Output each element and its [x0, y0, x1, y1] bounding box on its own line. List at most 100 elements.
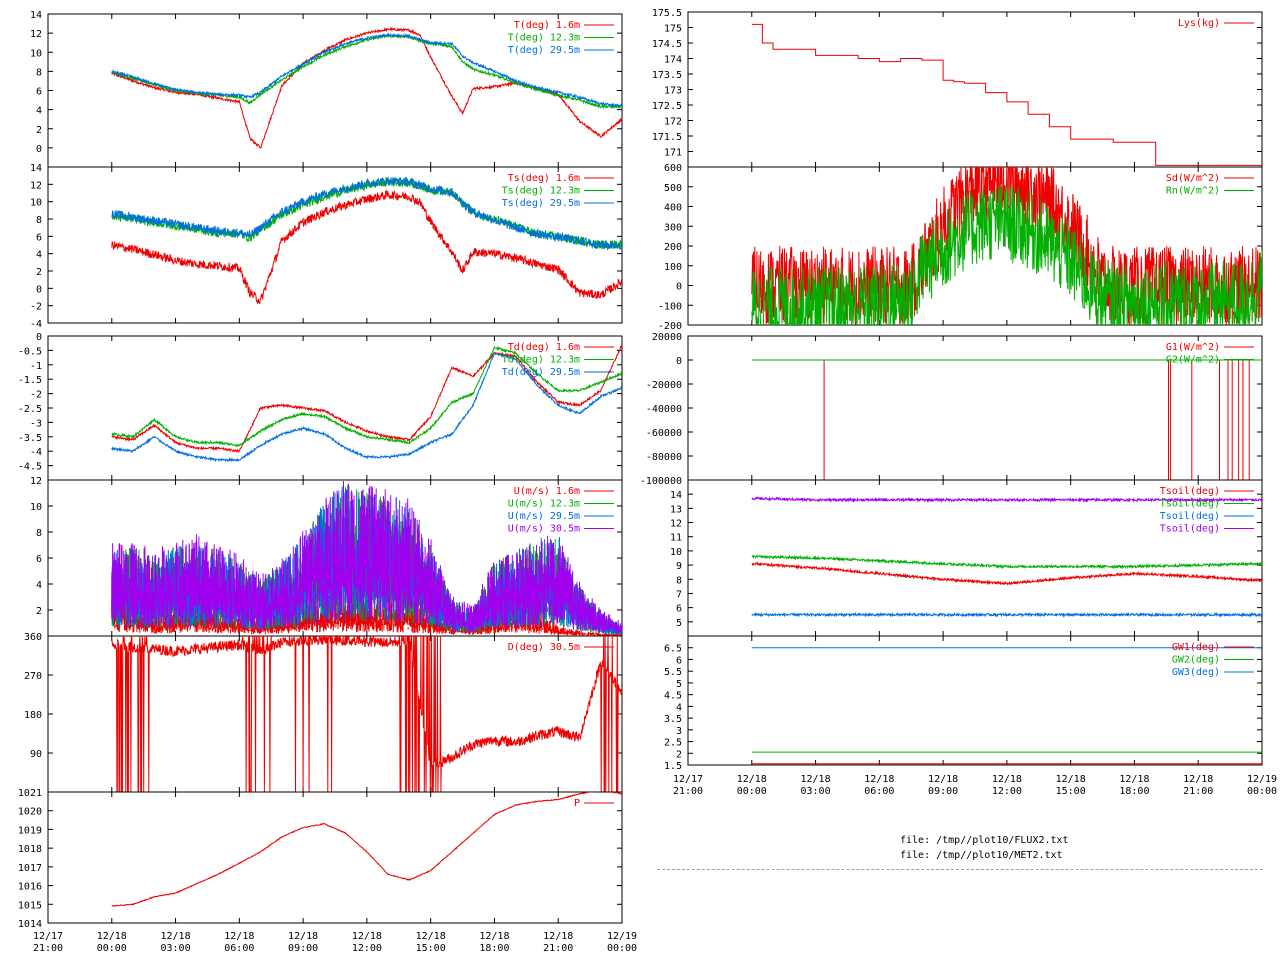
y-tick-label: -4 — [30, 447, 42, 458]
y-tick-label: 171 — [664, 148, 682, 159]
y-tick-label: 3.5 — [664, 714, 682, 725]
x-tick-label-time: 15:00 — [416, 943, 446, 954]
y-tick-label: 12 — [30, 180, 42, 191]
y-tick-label: 10 — [30, 502, 42, 513]
y-tick-label: 6 — [36, 87, 42, 98]
y-tick-label: 180 — [24, 710, 42, 721]
plot-area — [751, 23, 1262, 166]
x-tick-label-time: 15:00 — [1056, 786, 1086, 797]
plot-frame — [47, 791, 623, 924]
y-tick-label: 1021 — [18, 788, 42, 799]
y-tick-label: 400 — [664, 203, 682, 214]
panel-left-2: -4 -2 0 2 4 6 8 10 12 14 Ts(deg) 1.6m Ts(deg) 12.3m… — [30, 163, 623, 330]
legend-label: Td(deg) 29.5m — [502, 367, 580, 378]
legend-label: Ts(deg) 12.3m — [502, 186, 580, 197]
x-tick-label-date: 12/18 — [1056, 774, 1086, 785]
y-tick-label: 10 — [30, 48, 42, 59]
y-tick-label: -100 — [658, 301, 682, 312]
y-tick-label: 1014 — [18, 919, 42, 930]
series-line-u-m-s-30-5m-3 — [111, 481, 622, 635]
series-line-ts-deg-1-6m-0 — [111, 189, 622, 305]
y-tick-label: 4 — [676, 702, 682, 713]
panel-left-3: -4.5 -4 -3.5 -3 -2.5 -2 -1.5 -1 -0.5 0 Td(deg) 1.6… — [18, 332, 623, 481]
series-line-td-deg-1-6m-0 — [111, 344, 622, 453]
y-tick-label: 173.5 — [652, 70, 682, 81]
y-tick-label: 171.5 — [652, 132, 682, 143]
legend-label: GW3(deg) — [1172, 667, 1220, 678]
series-line-ts-deg-29-5m-2 — [111, 176, 622, 250]
legend-label: Sd(W/m^2) — [1166, 173, 1220, 184]
y-tick-label: 8 — [676, 575, 682, 586]
legend-label: Tsoil(deg) — [1160, 511, 1220, 522]
dashed-divider — [657, 869, 1263, 870]
y-tick-label: 500 — [664, 183, 682, 194]
y-tick-label: 4 — [36, 250, 42, 261]
y-tick-label: 0 — [676, 282, 682, 293]
y-tick-label: 1019 — [18, 825, 42, 836]
y-tick-label: -2 — [30, 390, 42, 401]
y-tick-label: 10 — [30, 198, 42, 209]
y-tick-label: 8 — [36, 528, 42, 539]
y-tick-label: 1018 — [18, 844, 42, 855]
x-tick-label-date: 12/18 — [1119, 774, 1149, 785]
y-tick-label: -1 — [30, 361, 42, 372]
series-line-lys-kg-0 — [751, 23, 1262, 166]
x-tick-label-date: 12/18 — [479, 931, 509, 942]
series-line-td-deg-12-3m-1 — [111, 345, 622, 448]
y-tick-label: 1.5 — [664, 761, 682, 772]
x-tick-label-time: 21:00 — [33, 943, 63, 954]
y-tick-label: 175.5 — [652, 8, 682, 19]
legend-label: GW1(deg) — [1172, 642, 1220, 653]
y-tick-label: 600 — [664, 163, 682, 174]
x-tick-label-date: 12/18 — [224, 931, 254, 942]
x-tick-label-date: 12/18 — [543, 931, 573, 942]
y-tick-label: 13 — [670, 504, 682, 515]
y-tick-label: 1015 — [18, 900, 42, 911]
legend-label: P — [574, 798, 580, 809]
plot-area — [751, 167, 1262, 325]
y-tick-label: -2.5 — [18, 404, 42, 415]
y-tick-label: 7 — [676, 589, 682, 600]
y-tick-label: 174.5 — [652, 39, 682, 50]
y-tick-label: -200 — [658, 321, 682, 332]
x-tick-label-time: 21:00 — [1183, 786, 1213, 797]
x-tick-label-date: 12/18 — [352, 931, 382, 942]
legend-label: U(m/s) 1.6m — [514, 486, 580, 497]
panel-left-5: 90 180 270 360 D(deg) 30.5m — [24, 632, 623, 793]
series-line-g1-w-m-2-0 — [751, 359, 1262, 480]
x-tick-label-date: 12/17 — [673, 774, 703, 785]
y-tick-label: 172 — [664, 117, 682, 128]
y-tick-label: 8 — [36, 67, 42, 78]
plot-area — [751, 647, 1262, 765]
series-line-t-deg-12-3m-1 — [111, 33, 622, 110]
plot-area — [111, 792, 622, 907]
plot-frame — [47, 635, 623, 793]
legend-label: Tsoil(deg) — [1160, 499, 1220, 510]
series-line-ts-deg-12-3m-1 — [111, 177, 622, 251]
y-tick-label: 200 — [664, 242, 682, 253]
y-tick-label: 20000 — [652, 332, 682, 343]
plot-frame — [687, 635, 1263, 766]
y-tick-label: 14 — [30, 163, 42, 174]
x-tick-label-date: 12/19 — [1247, 774, 1277, 785]
series-line-p-0 — [111, 792, 622, 907]
x-tick-label-date: 12/18 — [416, 931, 446, 942]
x-tick-label-time: 21:00 — [673, 786, 703, 797]
x-tick-label-time: 12:00 — [992, 786, 1022, 797]
y-tick-label: -0.5 — [18, 346, 42, 357]
y-tick-label: 1017 — [18, 863, 42, 874]
legend-label: GW2(deg) — [1172, 655, 1220, 666]
y-tick-label: -3.5 — [18, 433, 42, 444]
plot-area — [111, 344, 622, 463]
y-tick-label: 12 — [30, 29, 42, 40]
y-tick-label: -20000 — [646, 380, 682, 391]
series-line-tsoil-deg-1 — [751, 554, 1262, 570]
x-tick-label-date: 12/17 — [33, 931, 63, 942]
legend-label: U(m/s) 12.3m — [508, 499, 580, 510]
y-tick-label: 3 — [676, 726, 682, 737]
y-tick-label: 175 — [664, 24, 682, 35]
y-tick-label: 6 — [36, 554, 42, 565]
x-tick-label-date: 12/18 — [288, 931, 318, 942]
x-tick-label-date: 12/18 — [737, 774, 767, 785]
